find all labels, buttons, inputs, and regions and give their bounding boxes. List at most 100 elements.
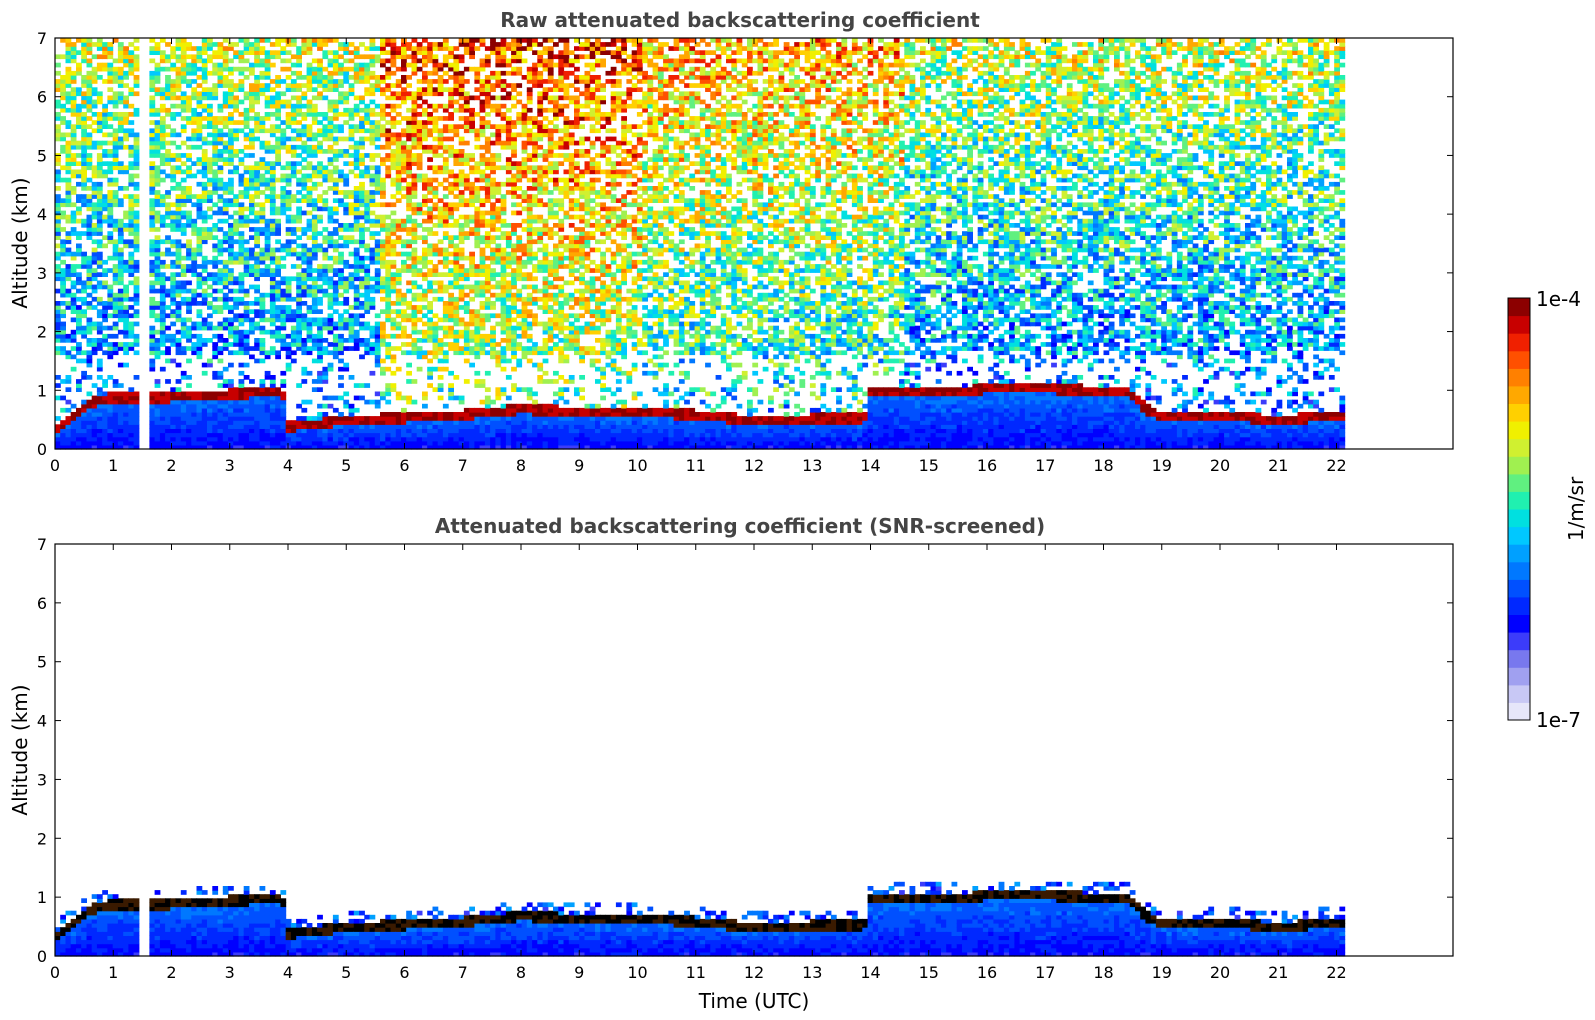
heatmap-cell	[359, 173, 365, 179]
heatmap-cell	[416, 79, 423, 84]
heatmap-cell	[343, 325, 350, 331]
heatmap-cell	[170, 227, 177, 232]
heatmap-cell	[112, 321, 119, 327]
heatmap-cell	[469, 338, 475, 343]
heatmap-cell	[233, 436, 239, 442]
heatmap-cell	[290, 251, 297, 257]
heatmap-cell	[233, 198, 239, 203]
heatmap-cell	[60, 346, 66, 351]
heatmap-cell	[369, 247, 376, 253]
heatmap-cell	[427, 218, 433, 224]
heatmap-cell	[70, 202, 77, 208]
heatmap-cell	[180, 432, 187, 438]
heatmap-cell	[228, 66, 234, 72]
heatmap-cell	[437, 140, 444, 146]
heatmap-cell	[201, 157, 208, 162]
heatmap-cell	[170, 66, 177, 72]
heatmap-cell	[264, 198, 271, 203]
heatmap-cell	[322, 440, 329, 446]
heatmap-cell	[311, 58, 318, 64]
heatmap-cell	[128, 412, 135, 417]
heatmap-cell	[186, 444, 192, 450]
heatmap-cell	[448, 251, 454, 257]
heatmap-cell	[296, 95, 302, 101]
heatmap-cell	[453, 329, 460, 335]
heatmap-cell	[359, 107, 365, 113]
heatmap-cell	[117, 235, 124, 240]
heatmap-cell	[154, 379, 161, 384]
heatmap-cell	[112, 223, 119, 228]
heatmap-cell	[196, 292, 203, 298]
heatmap-cell	[191, 436, 198, 442]
heatmap-cell	[86, 301, 93, 306]
heatmap-cell	[55, 251, 61, 257]
heatmap-cell	[196, 424, 203, 429]
heatmap-cell	[469, 128, 475, 134]
heatmap-cell	[296, 46, 302, 51]
heatmap-cell	[112, 309, 119, 314]
heatmap-cell	[65, 214, 72, 220]
top-chart-panel: 0 1 2 3 4 5 6 7 8 9 10 11 12 13 14 15 16 17 18 19 20 21 220123…	[37, 29, 1454, 475]
heatmap-cell	[86, 38, 93, 43]
heatmap-cell	[463, 153, 470, 158]
heatmap-cell	[233, 407, 239, 413]
heatmap-cell	[411, 313, 418, 319]
heatmap-cell	[133, 165, 140, 171]
heatmap-cell	[290, 116, 297, 121]
heatmap-cell	[343, 153, 350, 158]
heatmap-cell	[427, 116, 433, 121]
heatmap-cell	[317, 46, 323, 51]
heatmap-cell	[380, 424, 386, 429]
heatmap-cell	[458, 416, 465, 421]
heatmap-cell	[217, 309, 224, 314]
heatmap-cell	[186, 153, 192, 158]
heatmap-cell	[338, 366, 344, 372]
heatmap-cell	[338, 358, 344, 364]
heatmap-cell	[280, 120, 287, 125]
heatmap-cell	[469, 309, 475, 314]
heatmap-cell	[86, 375, 93, 380]
heatmap-cell	[222, 317, 229, 323]
heatmap-cell	[401, 420, 407, 425]
heatmap-cell	[128, 416, 135, 421]
heatmap-cell	[322, 206, 329, 212]
heatmap-cell	[458, 444, 465, 450]
heatmap-cell	[448, 214, 454, 220]
heatmap-cell	[458, 420, 465, 425]
heatmap-cell	[469, 321, 475, 327]
heatmap-cell	[149, 46, 156, 51]
heatmap-cell	[374, 58, 381, 64]
heatmap-cell	[117, 301, 124, 306]
heatmap-cell	[96, 223, 103, 228]
heatmap-cell	[395, 198, 402, 203]
heatmap-cell	[217, 272, 224, 277]
heatmap-cell	[159, 428, 166, 434]
heatmap-cell	[437, 46, 444, 51]
heatmap-cell	[60, 259, 66, 265]
heatmap-cell	[432, 333, 439, 339]
heatmap-cell	[264, 317, 271, 323]
heatmap-cell	[76, 218, 82, 224]
heatmap-cell	[458, 412, 465, 417]
heatmap-cell	[422, 395, 428, 401]
heatmap-cell	[411, 54, 418, 60]
heatmap-cell	[123, 259, 129, 265]
heatmap-cell	[154, 272, 161, 277]
heatmap-cell	[275, 144, 281, 150]
heatmap-cell	[238, 407, 245, 413]
heatmap-cell	[65, 144, 72, 150]
heatmap-cell	[259, 206, 266, 212]
heatmap-cell	[327, 50, 334, 55]
heatmap-cell	[280, 395, 287, 401]
heatmap-cell	[212, 140, 219, 146]
heatmap-cell	[191, 144, 198, 150]
heatmap-cell	[395, 251, 402, 257]
heatmap-cell	[280, 198, 287, 203]
heatmap-cell	[301, 440, 308, 446]
heatmap-cell	[306, 132, 313, 138]
heatmap-cell	[364, 436, 371, 442]
heatmap-cell	[411, 346, 418, 351]
heatmap-cell	[285, 42, 292, 47]
heatmap-cell	[207, 432, 213, 438]
heatmap-cell	[154, 173, 161, 179]
